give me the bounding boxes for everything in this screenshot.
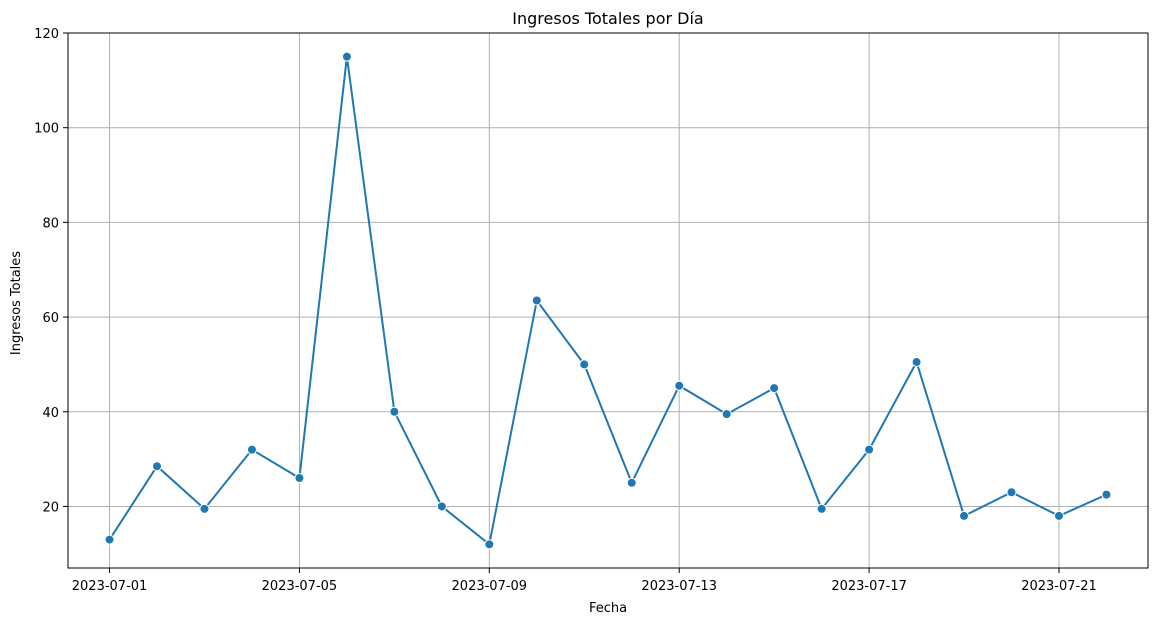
y-tick-label: 60 <box>42 311 59 326</box>
data-point <box>484 539 495 550</box>
data-point <box>294 473 305 484</box>
data-point <box>1101 489 1112 500</box>
grid-layer <box>68 32 1148 568</box>
data-point <box>769 383 780 394</box>
data-point <box>246 444 257 455</box>
axis-layer: 2023-07-01 2023-07-05 2023-07-09 2023-07-13… <box>34 27 1149 594</box>
x-tick-label: 2023-07-05 <box>262 579 338 594</box>
data-point <box>579 359 590 370</box>
data-point <box>152 461 163 472</box>
data-point <box>341 51 352 62</box>
y-tick-label: 80 <box>42 216 59 231</box>
series-layer <box>104 51 1112 550</box>
y-tick-label: 120 <box>34 27 59 42</box>
x-tick-label: 2023-07-21 <box>1021 579 1097 594</box>
data-point <box>104 534 115 545</box>
series-line <box>108 56 1107 547</box>
x-tick-label: 2023-07-01 <box>72 579 148 594</box>
data-point <box>864 444 875 455</box>
plot-frame <box>67 32 1149 569</box>
data-point <box>389 406 400 417</box>
data-point <box>436 501 447 512</box>
y-tick-label: 100 <box>34 122 59 137</box>
data-point <box>531 295 542 306</box>
data-point <box>674 380 685 391</box>
data-point <box>199 503 210 514</box>
data-point <box>1053 510 1064 521</box>
x-tick-label: 2023-07-17 <box>831 579 907 594</box>
data-point <box>959 510 970 521</box>
data-point <box>911 357 922 368</box>
data-point <box>1006 487 1017 498</box>
x-tick-label: 2023-07-13 <box>641 579 717 594</box>
chart-title: Ingresos Totales por Día <box>512 9 703 28</box>
data-point <box>721 409 732 420</box>
y-tick-label: 20 <box>42 500 59 515</box>
data-point <box>816 503 827 514</box>
x-axis-label: Fecha <box>589 601 627 616</box>
x-tick-label: 2023-07-09 <box>452 579 528 594</box>
y-axis-label: Ingresos Totales <box>9 251 24 355</box>
data-point <box>626 477 637 488</box>
y-tick-label: 40 <box>42 406 59 421</box>
